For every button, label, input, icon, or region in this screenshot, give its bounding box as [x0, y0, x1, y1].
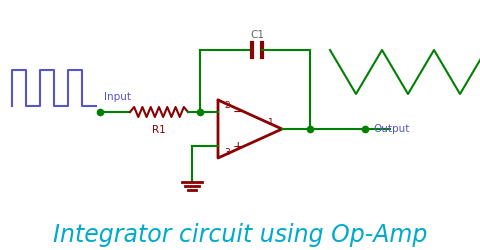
Text: R1: R1	[152, 125, 166, 135]
Text: Output: Output	[373, 124, 409, 134]
Text: C1: C1	[250, 30, 264, 40]
Text: +: +	[233, 140, 244, 152]
Text: −: −	[233, 106, 243, 118]
Text: 1: 1	[268, 118, 274, 127]
Text: Integrator circuit using Op-Amp: Integrator circuit using Op-Amp	[53, 223, 427, 247]
Text: 3: 3	[224, 148, 230, 157]
Text: 2: 2	[224, 101, 229, 110]
Text: Input: Input	[104, 92, 131, 102]
